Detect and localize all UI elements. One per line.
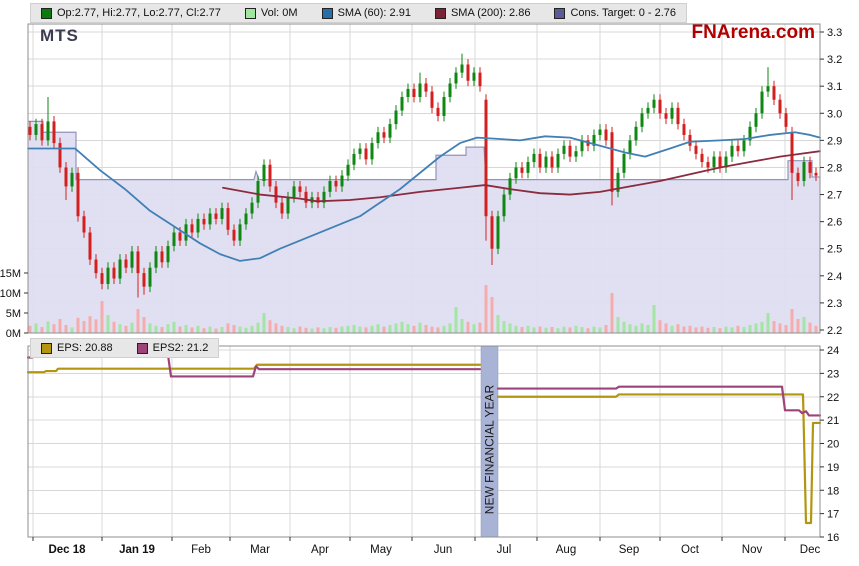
- main-plot-frame: [27, 23, 821, 334]
- eps-swatch-icon: [41, 342, 52, 354]
- svg-text:Apr: Apr: [311, 544, 329, 556]
- legend-label-sma200: SMA (200): 2.86: [450, 7, 531, 19]
- svg-text:3.0: 3.0: [827, 108, 842, 120]
- eps-chart-legend: EPS: 20.88 EPS2: 21.2: [30, 338, 220, 358]
- x-axis: Dec 18 Jan 19 Feb Mar Apr May Jun Jul Aug Sep Oct N…: [32, 537, 821, 556]
- legend-item-sma200: SMA (200): 2.86: [434, 7, 531, 19]
- new-financial-year-label: NEW FINANCIAL YEAR: [483, 384, 497, 514]
- ohlc-swatch-icon: [41, 7, 52, 19]
- main-chart-legend: Op:2.77, Hi:2.77, Lo:2.77, Cl:2.77 Vol: …: [30, 3, 688, 23]
- eps-plot-grid: [28, 346, 820, 538]
- eps2-swatch-icon: [136, 342, 148, 354]
- volume-swatch-icon: [244, 7, 256, 19]
- volume-bars: [28, 285, 818, 333]
- cons-target-swatch-icon: [554, 7, 566, 19]
- svg-text:17: 17: [827, 509, 839, 521]
- legend-item-eps: EPS: 20.88: [41, 342, 113, 354]
- svg-text:10M: 10M: [0, 288, 21, 300]
- eps-plot-frame: [27, 345, 821, 538]
- svg-text:3.3: 3.3: [827, 27, 842, 39]
- legend-item-ohlc: Op:2.77, Hi:2.77, Lo:2.77, Cl:2.77: [41, 7, 221, 19]
- sma60-line: [27, 131, 821, 262]
- legend-item-eps2: EPS2: 21.2: [136, 342, 209, 354]
- svg-text:2.3: 2.3: [827, 298, 842, 310]
- svg-text:24: 24: [827, 345, 839, 357]
- new-financial-year-band: NEW FINANCIAL YEAR: [480, 345, 499, 538]
- svg-text:15M: 15M: [0, 268, 21, 280]
- svg-text:19: 19: [827, 462, 839, 474]
- svg-text:May: May: [370, 544, 392, 556]
- fnarena-logo[interactable]: FNArena.com: [691, 22, 815, 43]
- svg-text:Oct: Oct: [681, 544, 700, 556]
- svg-text:Jul: Jul: [497, 544, 512, 556]
- legend-label-eps: EPS: 20.88: [57, 342, 113, 354]
- svg-text:16: 16: [827, 532, 839, 544]
- svg-text:21: 21: [827, 415, 839, 427]
- svg-text:Nov: Nov: [742, 544, 763, 556]
- svg-text:3.2: 3.2: [827, 54, 842, 66]
- main-right-axis: 3.3 3.2 3.1 3.0 2.9 2.8 2.7 2.6 2.5 2.4 2.3 2.2: [820, 27, 842, 337]
- sma200-line: [222, 150, 821, 203]
- legend-item-sma60: SMA (60): 2.91: [321, 7, 411, 19]
- volume-axis: 15M 10M 5M 0M: [0, 268, 28, 340]
- svg-text:2.8: 2.8: [827, 162, 842, 174]
- sma200-swatch-icon: [434, 7, 446, 19]
- svg-text:Aug: Aug: [556, 544, 576, 556]
- sma60-swatch-icon: [321, 7, 333, 19]
- svg-text:23: 23: [827, 368, 839, 380]
- svg-text:Jan 19: Jan 19: [119, 544, 155, 556]
- svg-text:Dec: Dec: [800, 544, 821, 556]
- eps-right-axis: 24 23 22 21 20 19 18 17 16: [820, 345, 839, 544]
- legend-label-cons-target: Cons. Target: 0 - 2.76: [570, 7, 677, 19]
- ticker-symbol: MTS: [40, 26, 79, 45]
- svg-text:22: 22: [827, 392, 839, 404]
- svg-text:3.1: 3.1: [827, 81, 842, 93]
- svg-text:0M: 0M: [6, 328, 21, 340]
- svg-text:Jun: Jun: [434, 544, 453, 556]
- legend-label-ohlc: Op:2.77, Hi:2.77, Lo:2.77, Cl:2.77: [57, 7, 221, 19]
- legend-label-volume: Vol: 0M: [260, 7, 298, 19]
- legend-label-eps2: EPS2: 21.2: [152, 342, 209, 354]
- svg-text:Feb: Feb: [191, 544, 211, 556]
- legend-item-volume: Vol: 0M: [244, 7, 298, 19]
- svg-text:18: 18: [827, 485, 839, 497]
- svg-text:Sep: Sep: [619, 544, 639, 556]
- consensus-target-band: [28, 120, 820, 334]
- svg-text:2.7: 2.7: [827, 190, 842, 202]
- svg-text:2.9: 2.9: [827, 135, 842, 147]
- legend-label-sma60: SMA (60): 2.91: [337, 7, 411, 19]
- legend-item-cons-target: Cons. Target: 0 - 2.76: [554, 7, 676, 19]
- svg-text:5M: 5M: [6, 308, 21, 320]
- svg-text:2.2: 2.2: [827, 325, 842, 337]
- svg-text:2.6: 2.6: [827, 217, 842, 229]
- svg-text:2.5: 2.5: [827, 244, 842, 256]
- svg-text:20: 20: [827, 439, 839, 451]
- svg-text:2.4: 2.4: [827, 271, 842, 283]
- svg-text:Mar: Mar: [250, 544, 270, 556]
- svg-text:Dec 18: Dec 18: [48, 544, 86, 556]
